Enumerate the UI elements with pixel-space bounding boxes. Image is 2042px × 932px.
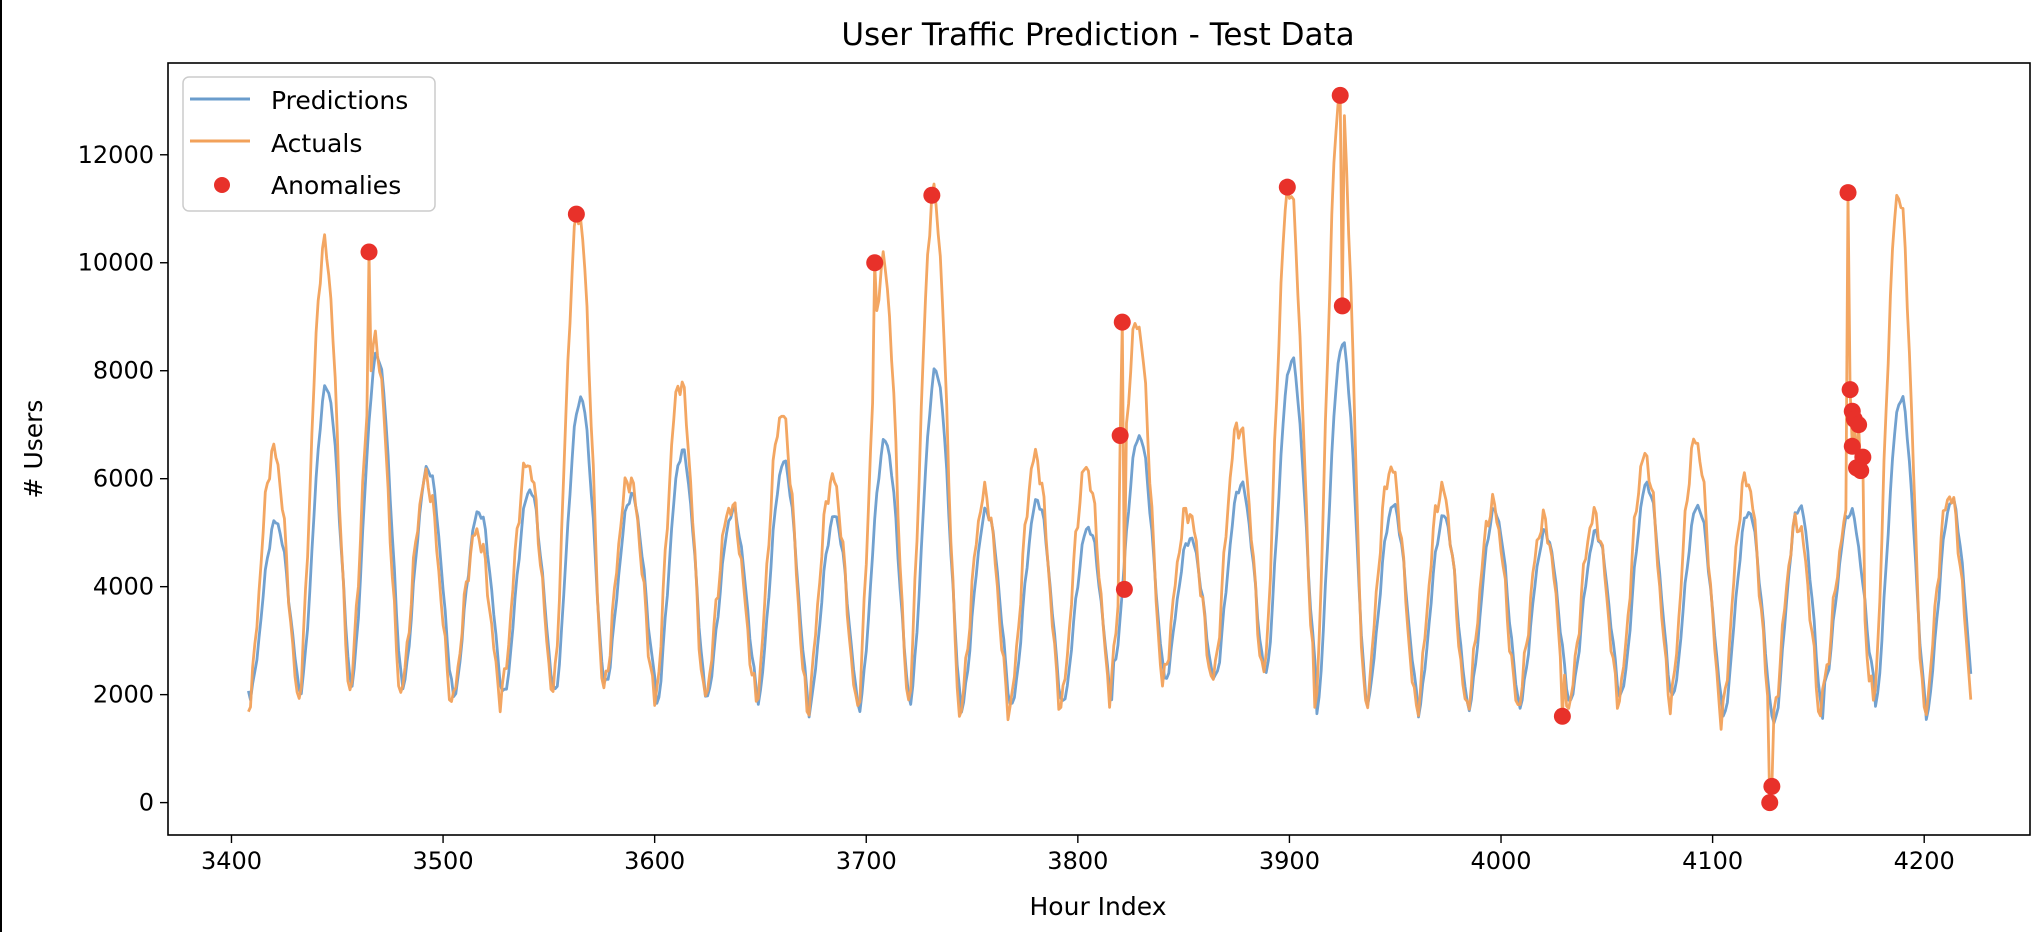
window-edge: [0, 0, 2, 932]
x-tick-label: 3800: [1047, 847, 1108, 875]
y-tick-label: 10000: [78, 249, 154, 277]
x-axis: 3400 3500 3600 3700 3800 3900 4000 4100 4200: [201, 835, 1955, 875]
anomaly-point: [1333, 297, 1351, 315]
anomaly-point: [1761, 794, 1779, 812]
x-tick-label: 3900: [1259, 847, 1320, 875]
anomaly-point: [1839, 184, 1857, 202]
plot-frame: [167, 62, 2031, 836]
x-tick-label: 4000: [1470, 847, 1531, 875]
y-tick-label: 4000: [93, 573, 154, 601]
anomaly-point: [1763, 777, 1781, 795]
y-tick-label: 8000: [93, 357, 154, 385]
anomaly-point: [1331, 86, 1349, 104]
anomaly-point: [1841, 381, 1859, 399]
anomaly-point: [1850, 416, 1868, 434]
anomaly-point: [923, 186, 941, 204]
anomaly-point: [1111, 427, 1129, 445]
legend-predictions-label: Predictions: [271, 86, 408, 115]
chart-title: User Traffic Prediction - Test Data: [841, 17, 1354, 53]
actuals-line: [247, 94, 1973, 804]
legend-box: [182, 76, 436, 212]
x-tick-label: 4200: [1894, 847, 1955, 875]
anomaly-point: [1843, 437, 1861, 455]
legend-actuals-label: Actuals: [271, 129, 362, 158]
plot-area: [247, 86, 1973, 812]
x-tick-label: 3600: [624, 847, 685, 875]
anomaly-point: [866, 254, 884, 272]
x-tick-label: 3400: [201, 847, 262, 875]
anomaly-point: [1113, 313, 1131, 331]
y-tick-label: 12000: [78, 141, 154, 169]
y-axis-title: # Users: [19, 400, 48, 499]
y-tick-label: 2000: [93, 681, 154, 709]
anomaly-point: [1553, 707, 1571, 725]
y-tick-label: 0: [139, 789, 154, 817]
x-tick-label: 3500: [413, 847, 474, 875]
legend-anomalies-label: Anomalies: [271, 171, 401, 200]
y-tick-label: 6000: [93, 465, 154, 493]
x-axis-title: Hour Index: [1030, 892, 1167, 921]
anomaly-point: [1115, 580, 1133, 598]
x-tick-label: 4100: [1682, 847, 1743, 875]
anomaly-point: [1852, 462, 1870, 480]
anomaly-point: [1278, 178, 1296, 196]
anomaly-point: [567, 205, 585, 223]
x-tick-label: 3700: [836, 847, 897, 875]
legend: Predictions Actuals Anomalies: [182, 76, 436, 212]
legend-anomalies-swatch: [214, 177, 230, 193]
y-axis: 0 2000 4000 6000 8000 10000 12000: [78, 141, 168, 817]
anomaly-point: [360, 243, 378, 261]
